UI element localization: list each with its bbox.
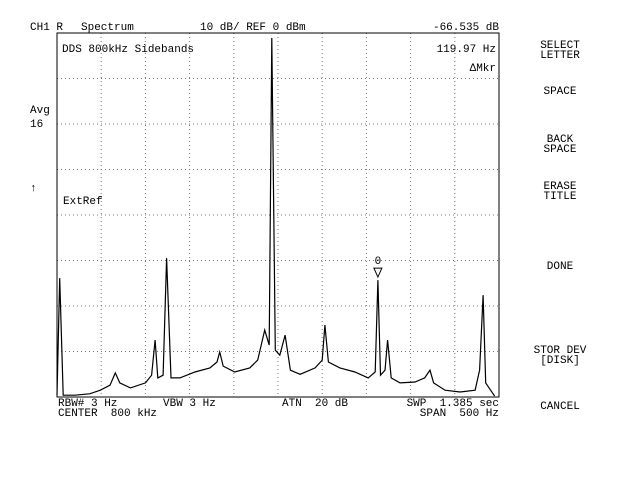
softkey-label[interactable]: BACK [547,134,574,146]
avg-count: 16 [30,119,43,131]
mode: Spectrum [81,22,134,34]
trace [56,37,496,397]
softkey-label[interactable]: [DISK] [540,355,580,367]
marker-label: 0 [375,256,382,268]
marker [373,267,383,279]
softkey-label[interactable]: DONE [547,261,574,273]
ext-ref: ExtRef [63,196,103,208]
channel: CH1 R [30,22,63,34]
readout: -66.535 dB [433,22,499,34]
rbw: RBW# 3 Hz [58,398,117,410]
plot-border [56,32,500,398]
swp: SWP 1.385 sec [407,398,499,410]
softkey-label[interactable]: ERASE [543,181,576,193]
span: SPAN 500 Hz [420,408,499,420]
softkey-label[interactable]: CANCEL [540,401,580,413]
center: CENTER 800 kHz [58,408,157,420]
scale: 10 dB/ REF 0 dBm [200,22,306,34]
softkey-label[interactable]: LETTER [540,50,580,62]
marker-mode: ΔMkr [470,63,496,75]
marker-readout: 119.97 Hz [437,44,496,56]
softkey-label[interactable]: SELECT [540,40,580,52]
atn: ATN 20 dB [282,398,348,410]
softkey-label[interactable]: SPACE [543,86,576,98]
arrow: ↑ [30,183,37,195]
avg: Avg [30,105,50,117]
softkey-label[interactable]: STOR DEV [534,345,587,357]
softkey-label[interactable]: TITLE [543,191,576,203]
softkey-label[interactable]: SPACE [543,144,576,156]
vbw: VBW 3 Hz [163,398,216,410]
trace-title: DDS 800kHz Sidebands [62,44,194,56]
